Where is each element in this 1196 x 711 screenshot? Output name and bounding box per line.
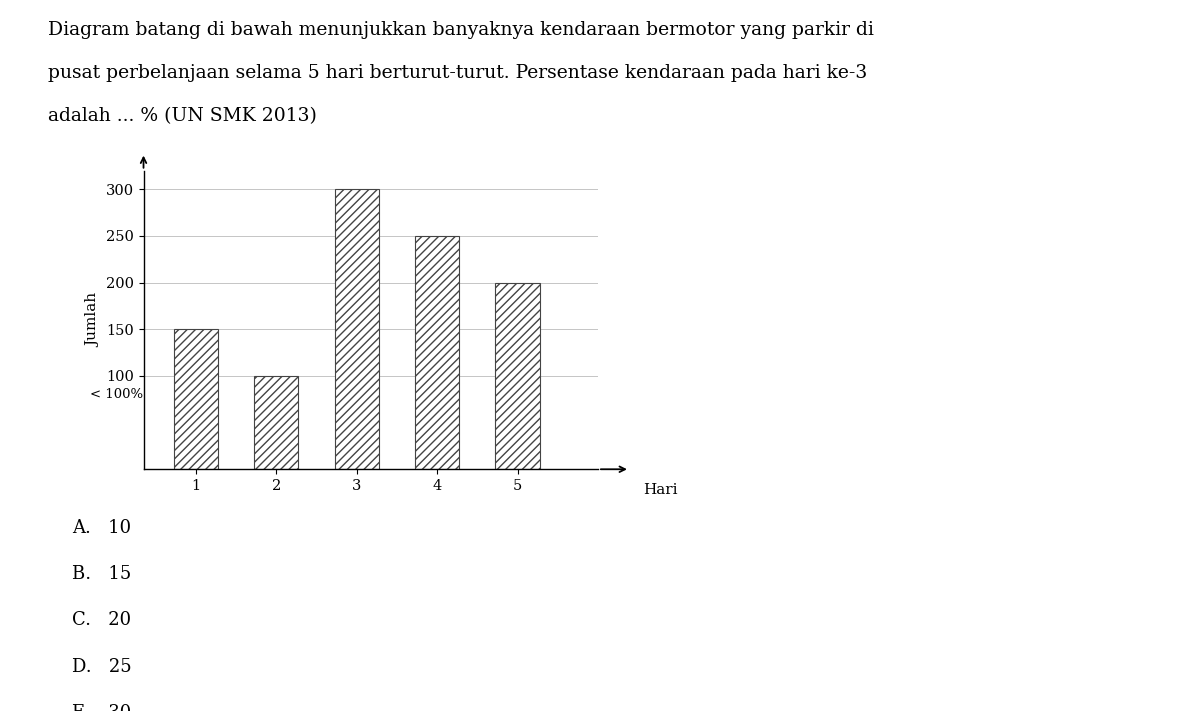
Text: Hari: Hari — [643, 483, 678, 497]
Text: adalah ... % (UN SMK 2013): adalah ... % (UN SMK 2013) — [48, 107, 317, 124]
Bar — [254, 376, 298, 469]
Bar — [495, 282, 539, 469]
Text: C.   20: C. 20 — [72, 611, 130, 629]
Text: A.   10: A. 10 — [72, 519, 130, 537]
Bar — [415, 236, 459, 469]
Bar — [173, 329, 218, 469]
Y-axis label: Jumlah: Jumlah — [86, 293, 100, 347]
Text: pusat perbelanjaan selama 5 hari berturut-turut. Persentase kendaraan pada hari : pusat perbelanjaan selama 5 hari berturu… — [48, 64, 867, 82]
Text: Diagram batang di bawah menunjukkan banyaknya kendaraan bermotor yang parkir di: Diagram batang di bawah menunjukkan bany… — [48, 21, 874, 39]
Bar — [335, 189, 379, 469]
Text: D.   25: D. 25 — [72, 658, 132, 675]
Text: E.   30: E. 30 — [72, 704, 132, 711]
Text: B.   15: B. 15 — [72, 565, 132, 583]
Text: < 100%: < 100% — [90, 388, 142, 401]
